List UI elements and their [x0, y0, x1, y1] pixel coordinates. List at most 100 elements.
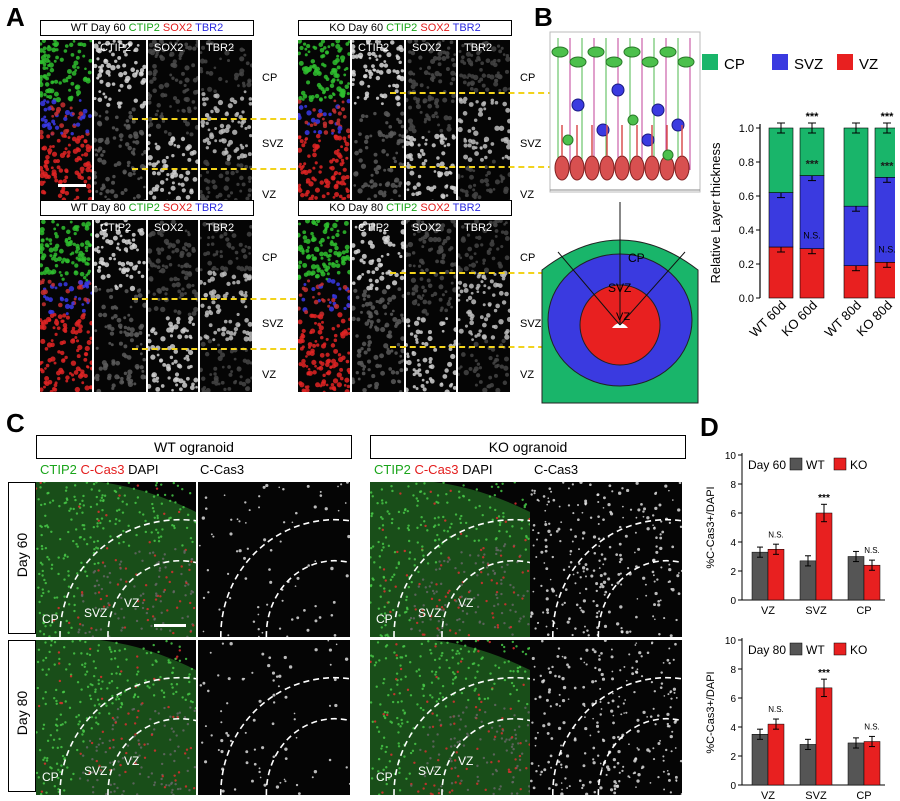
channel-image [148, 220, 198, 392]
merge-channel-title: CTIP2 C-Cas3 DAPI [40, 462, 159, 477]
title-dapi: DAPI [128, 462, 159, 477]
organoid-zone-label: CP [376, 770, 393, 784]
ccas3-day80-chart: 0 2 4 6 8 10 %C-Cas3+/DAPI Day 80 WT KO N.S. VZ *** S… [705, 636, 885, 801]
channel-image [94, 40, 146, 212]
zone-label: SVZ [262, 318, 284, 330]
bar [751, 551, 769, 601]
organoid-layer-schematic: CP SVZ VZ [541, 202, 699, 404]
bar [847, 742, 865, 786]
y-tick-label: 2 [730, 567, 736, 578]
zone-label: VZ [262, 369, 277, 381]
chart-title: Day 60 [748, 458, 786, 472]
title-ctip2: CTIP2 [40, 462, 77, 477]
chart-title: Day 80 [748, 643, 786, 657]
organoid-zone-label: SVZ [84, 606, 107, 620]
bar [767, 549, 785, 601]
bar [815, 687, 833, 786]
scale-bar [58, 184, 86, 187]
stacked-bar-segment [768, 246, 794, 299]
panel-label-c: C [6, 408, 25, 438]
bar [799, 744, 817, 786]
title-ctip2: CTIP2 [374, 462, 411, 477]
zone-label: SVZ [520, 138, 542, 150]
significance-label: N.S. [768, 705, 784, 714]
significance-svz: *** [881, 160, 895, 172]
title-tbr2: TBR2 [452, 22, 481, 34]
y-tick-label: 0 [730, 781, 736, 792]
panel-label-b: B [534, 2, 553, 32]
channel-image [94, 220, 146, 392]
significance-label: N.S. [864, 723, 880, 732]
organoid-zone-label: VZ [458, 596, 473, 610]
significance-svz: *** [806, 159, 820, 171]
panel-label-d: D [700, 412, 719, 442]
organoid-zone-label: VZ [124, 596, 139, 610]
bar [799, 560, 817, 601]
organoid-zone-label: CP [42, 770, 59, 784]
ccas3-image [530, 640, 682, 795]
channel-label: TBR2 [464, 42, 493, 54]
ccas3-image [530, 482, 682, 637]
significance-top: *** [881, 111, 895, 123]
zone-label: VZ [520, 189, 535, 201]
channel-label: TBR2 [206, 222, 235, 234]
channel-label: CTIP2 [100, 42, 132, 54]
channel-image [406, 220, 456, 392]
panel-a-title: WT Day 60 CTIP2 SOX2 TBR2 [40, 20, 254, 36]
legend-swatch-ko [833, 642, 847, 656]
merged-organoid-image: CP SVZ VZ [36, 640, 196, 795]
title-condition: KO Day 60 [329, 22, 387, 34]
row-header: Day 60 [8, 482, 36, 634]
title-condition: KO Day 80 [329, 202, 387, 214]
y-tick-label: 6 [730, 694, 736, 705]
channel-image [352, 40, 404, 212]
zone-label: SVZ [262, 138, 284, 150]
stacked-bar-segment [768, 127, 794, 193]
y-tick-label: 10 [725, 451, 737, 462]
y-tick-label: 1.0 [739, 123, 754, 135]
panel-label-a: A [6, 2, 25, 32]
title-sox2: SOX2 [420, 202, 450, 214]
zone-label: CP [520, 252, 536, 264]
single-channel-title: C-Cas3 [200, 462, 245, 477]
radial-glia-schematic [549, 31, 701, 193]
organoid-zone-label: SVZ [418, 606, 441, 620]
organoid-zone-label: VZ [124, 754, 139, 768]
stacked-bar-segment [768, 192, 794, 248]
x-tick-label: VZ [761, 605, 775, 617]
bar [815, 512, 833, 601]
significance-vz: N.S. [803, 231, 821, 241]
significance-label: N.S. [768, 530, 784, 539]
title-ctip2: CTIP2 [386, 22, 418, 34]
schematic-vz-label: VZ [616, 311, 630, 323]
channel-image [352, 220, 404, 392]
boundary-line [132, 298, 296, 300]
legend-label: KO [850, 643, 867, 657]
title-condition: WT Day 80 [70, 202, 129, 214]
legend-swatch-wt [789, 457, 803, 471]
boundary-line [390, 92, 554, 94]
y-tick-label: 0.2 [739, 259, 754, 271]
title-sox2: SOX2 [162, 22, 193, 34]
y-tick-label: 0.4 [739, 225, 754, 237]
row-label: Day 60 [14, 532, 30, 578]
single-channel-title: C-Cas3 [534, 462, 579, 477]
title-ctip2: CTIP2 [128, 22, 160, 34]
merged-image [40, 40, 92, 212]
merged-image [40, 220, 92, 392]
zone-label: CP [262, 252, 278, 264]
zone-label: VZ [262, 189, 277, 201]
merge-channel-title: CTIP2 C-Cas3 DAPI [374, 462, 493, 477]
legend-swatch-wt [789, 642, 803, 656]
zone-label: CP [520, 72, 536, 84]
panel-a-title: KO Day 60 CTIP2 SOX2 TBR2 [298, 20, 512, 36]
schematic-cp-label: CP [628, 251, 645, 265]
x-tick-label: VZ [761, 790, 775, 801]
y-tick-label: 6 [730, 509, 736, 520]
zone-label: SVZ [520, 318, 542, 330]
legend-swatch [702, 54, 718, 70]
organoid-zone-label: SVZ [418, 764, 441, 778]
title-ctip2: CTIP2 [128, 202, 160, 214]
row-header: Day 80 [8, 640, 36, 792]
y-tick-label: 4 [730, 538, 736, 549]
